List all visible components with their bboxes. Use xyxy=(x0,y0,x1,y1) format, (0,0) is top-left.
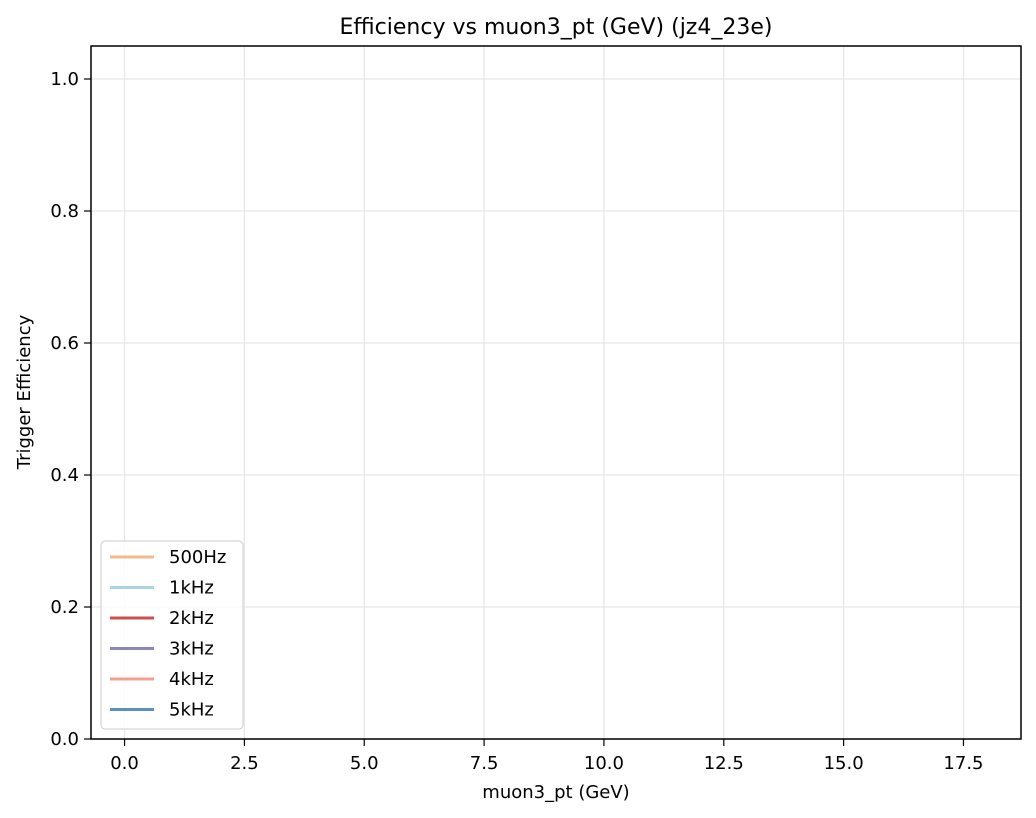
y-axis: 0.0 0.2 0.4 0.6 0.8 1.0 xyxy=(50,69,91,750)
legend-entry: 500Hz xyxy=(169,547,226,568)
y-tick-label: 0.0 xyxy=(50,729,79,750)
y-tick-label: 1.0 xyxy=(50,69,79,90)
chart-title: Efficiency vs muon3_pt (GeV) (jz4_23e) xyxy=(340,15,773,40)
legend-entry: 5kHz xyxy=(169,700,214,721)
legend: 500Hz 1kHz 2kHz 3kHz 4kHz 5kHz xyxy=(100,540,244,730)
legend-entry: 3kHz xyxy=(169,639,214,660)
y-tick-label: 0.6 xyxy=(50,333,79,354)
legend-entry: 1kHz xyxy=(169,578,214,599)
legend-entry: 2kHz xyxy=(169,608,214,629)
legend-entry: 4kHz xyxy=(169,669,214,690)
x-tick-label: 0.0 xyxy=(110,753,139,774)
x-tick-label: 5.0 xyxy=(350,753,379,774)
x-tick-label: 15.0 xyxy=(824,753,864,774)
x-tick-label: 7.5 xyxy=(470,753,499,774)
x-tick-label: 10.0 xyxy=(584,753,624,774)
x-axis-label: muon3_pt (GeV) xyxy=(482,782,629,803)
plot-frame xyxy=(90,45,1022,740)
legend-items: 500Hz 1kHz 2kHz 3kHz 4kHz 5kHz xyxy=(110,547,226,721)
y-axis-label: Trigger Efficiency xyxy=(14,314,35,470)
x-tick-label: 12.5 xyxy=(704,753,744,774)
y-tick-label: 0.2 xyxy=(50,597,79,618)
y-tick-label: 0.4 xyxy=(50,465,79,486)
x-tick-label: 17.5 xyxy=(943,753,983,774)
y-tick-label: 0.8 xyxy=(50,201,79,222)
x-tick-label: 2.5 xyxy=(230,753,259,774)
x-axis: 0.0 2.5 5.0 7.5 10.0 12.5 15.0 17.5 xyxy=(110,739,984,774)
